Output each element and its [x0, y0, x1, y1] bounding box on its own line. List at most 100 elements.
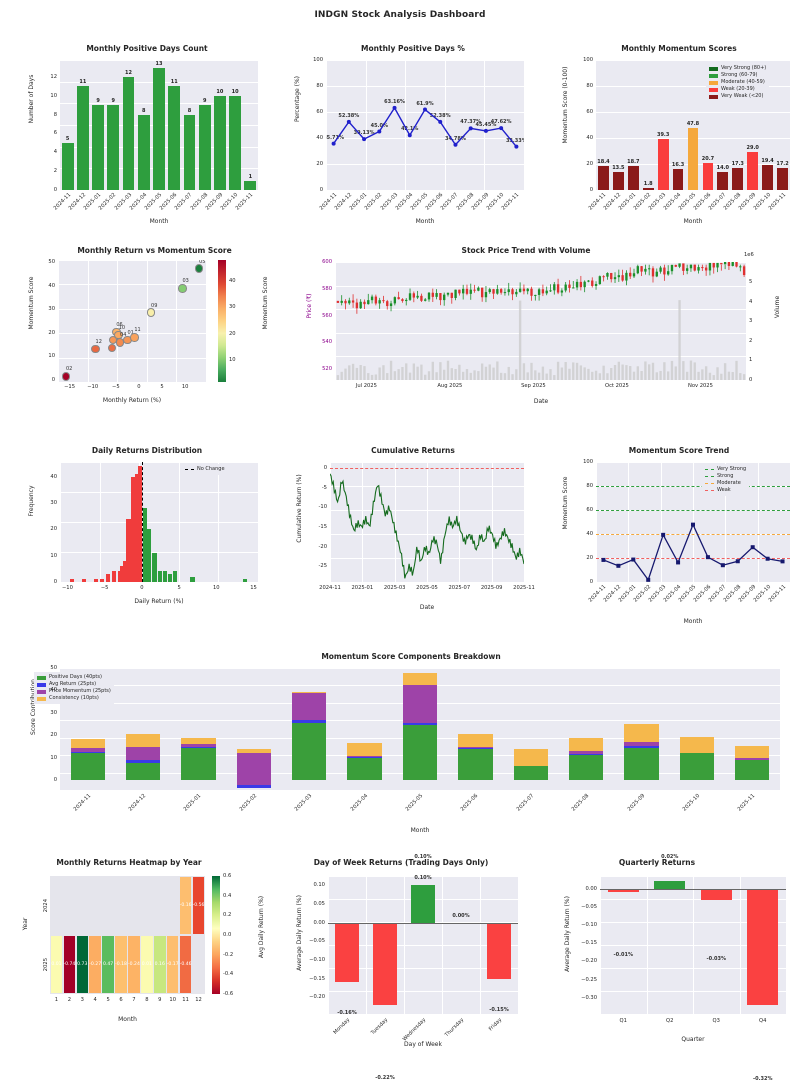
point-label: 05 [199, 260, 206, 265]
gridline-h [60, 522, 258, 523]
y-tick-label: 40 [38, 687, 57, 693]
heatmap-empty-cell [102, 877, 114, 935]
colorbar-tick: -0.2 [223, 952, 247, 958]
x-tick-label: 9 [153, 997, 166, 1003]
bar [107, 105, 119, 190]
stacked-segment-avg [126, 760, 160, 763]
colorbar [218, 260, 226, 382]
y-tick-label: 4 [38, 149, 57, 155]
y-tick-label: 580 [310, 286, 332, 292]
bar-value-label: -0.15% [481, 1007, 517, 1013]
bar [613, 172, 624, 190]
gridline-h [60, 552, 258, 553]
legend-item-3: Weak (20-39) [709, 86, 766, 93]
bar-value-label: -0.22% [367, 1075, 403, 1081]
y-tick-label: 80 [304, 83, 323, 89]
y-tick-label: 40 [40, 474, 57, 480]
legend-label: Price Momentum (25pts) [49, 688, 111, 695]
bar [732, 168, 743, 190]
stacked-segment-mom [292, 693, 326, 720]
plot-area [330, 462, 524, 582]
x-tick-label: 10 [204, 585, 228, 591]
gridline-v [179, 462, 180, 582]
colorbar-tick: 0.2 [223, 912, 247, 918]
x-tick-label: 0 [130, 585, 154, 591]
stacked-segment-cons [292, 692, 326, 693]
legend-item-1: Strong (60-79) [709, 72, 766, 79]
x-tick-label: 2024-11 [59, 793, 92, 826]
y-tick-label: 0.00 [304, 920, 325, 926]
histogram-bar [126, 519, 130, 582]
bar-value-label: 10 [223, 89, 247, 95]
y-tick-label: −0.20 [572, 958, 597, 964]
x-tick-label: 2025-11 [504, 585, 544, 591]
histogram-bar [173, 571, 177, 582]
bar-value-label-q4: -0.32% [745, 1076, 781, 1082]
chart-title: Monthly Returns Heatmap by Year [14, 858, 244, 867]
legend-label: Moderate [717, 480, 741, 487]
stacked-segment-pos [71, 753, 105, 780]
bar-value-label: 17.2 [771, 161, 790, 167]
gridline-h [58, 309, 206, 310]
chart-momentum-components: Momentum Score Components Breakdown Scor… [22, 652, 800, 842]
bar-value-label: 17.3 [726, 161, 749, 167]
y-tick-label: -15 [306, 524, 327, 530]
stacked-segment-cons [403, 673, 437, 685]
bar-value-label: 12 [117, 70, 141, 76]
x-tick-label: Q4 [749, 1018, 777, 1024]
y-tick-label: 20 [572, 161, 593, 167]
x-tick-label: 6 [115, 997, 128, 1003]
bar-value-label: 29.0 [741, 145, 764, 151]
plot-area [336, 262, 746, 380]
y-tick-label: 50 [38, 665, 57, 671]
bar [153, 68, 165, 190]
stacked-segment-pos [126, 763, 160, 780]
legend-swatch [37, 683, 46, 687]
y-tick-label: 10 [36, 353, 55, 359]
legend-swatch [709, 81, 718, 85]
stacked-segment-cons [71, 739, 105, 748]
bar [244, 181, 256, 190]
bar-value-label: 13 [147, 61, 171, 67]
stacked-segment-mom [181, 744, 215, 747]
stacked-segment-pos [624, 748, 658, 780]
gridline-h [58, 358, 206, 359]
y-tick-label: 540 [310, 339, 332, 345]
y-tick-label: 2024 [43, 899, 49, 919]
y2-axis-label: Volume [774, 272, 781, 342]
x-tick-label: 5 [102, 997, 115, 1003]
histogram-bar [112, 571, 116, 582]
stacked-segment-pos [680, 753, 714, 780]
y-tick-label: -25 [306, 563, 327, 569]
y-axis-label: Average Daily Return (%) [296, 868, 303, 998]
legend-item-0: Positive Days (40pts) [37, 674, 111, 681]
y-tick-label: 30 [38, 710, 57, 716]
heatmap-empty-cell [51, 877, 63, 935]
y-tick-label: 0 [306, 465, 327, 471]
y2-tick-label: 0 [749, 377, 769, 383]
legend-item-2: Moderate (40-59) [709, 79, 766, 86]
y-tick-label: 60 [572, 507, 593, 513]
y-tick-label: -20 [306, 544, 327, 550]
bar-value-label: 0.00% [443, 913, 479, 919]
legend-dash-icon [705, 490, 714, 491]
plot-area [60, 668, 780, 790]
x-tick-label: 10 [166, 997, 179, 1003]
y-tick-label: 60 [304, 109, 323, 115]
bar [184, 115, 196, 190]
stacked-segment-mom [126, 747, 160, 761]
y-tick-label: 8 [38, 112, 57, 118]
zero-line [328, 923, 518, 924]
y-tick-label: 0.05 [304, 901, 325, 907]
legend-label: Strong [717, 473, 733, 480]
heatmap-empty-cell [89, 877, 101, 935]
bar-value-label-q1: -0.01% [605, 952, 641, 958]
x-tick-label: −10 [83, 384, 103, 390]
y-tick-label: -10 [306, 504, 327, 510]
y-tick-label: 40 [572, 135, 593, 141]
bar-value-label: 11 [162, 79, 186, 85]
stacked-segment-pos [403, 725, 437, 780]
gridline-h [60, 462, 258, 463]
stacked-segment-cons [680, 737, 714, 752]
